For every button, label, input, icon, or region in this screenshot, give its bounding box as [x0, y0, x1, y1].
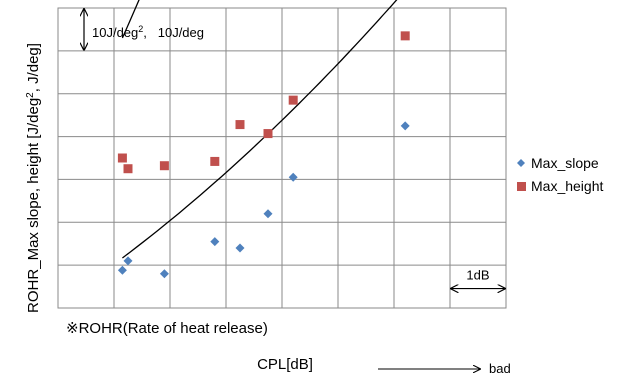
- max-slope-point: [210, 237, 220, 247]
- legend: Max_slope Max_height: [517, 155, 603, 194]
- legend-label-max-height: Max_height: [531, 178, 603, 194]
- max-slope-point: [123, 256, 133, 266]
- max-slope-point: [400, 121, 410, 131]
- max-slope-point: [159, 269, 169, 279]
- max-slope-point: [235, 243, 245, 253]
- legend-diamond-marker: [517, 159, 525, 167]
- legend-item-max-slope: Max_slope: [517, 155, 599, 171]
- y-axis-title-part2: , J/deg]: [25, 43, 42, 92]
- y-axis-title: ROHR_Max slope, height [J/deg2, J/deg]: [25, 43, 43, 313]
- max-slope-point: [288, 172, 298, 182]
- max-height-point: [210, 156, 220, 166]
- scale-label-unit1: 10J/deg: [92, 25, 138, 40]
- max-height-point: [159, 161, 169, 171]
- max-height-point: [263, 129, 273, 139]
- legend-item-max-height: Max_height: [517, 178, 603, 194]
- scale-label-sup: 2: [138, 24, 143, 34]
- data-points: [117, 31, 410, 279]
- x-axis-title: CPL[dB]: [257, 356, 313, 373]
- legend-label-max-slope: Max_slope: [531, 155, 599, 171]
- y-axis-title-part1: ROHR_Max slope, height [J/deg: [25, 98, 42, 313]
- scale-label: 10J/deg2, 10J/deg: [92, 24, 204, 40]
- gridlines: [58, 8, 506, 308]
- max-height-point: [400, 31, 410, 41]
- max-height-point: [123, 164, 133, 174]
- max-height-point: [235, 120, 245, 130]
- plot-border: [57, 7, 507, 309]
- max-height-point: [117, 153, 127, 163]
- max-slope-point: [263, 209, 273, 219]
- legend-square-marker: [517, 182, 526, 191]
- note-text: ※ROHR(Rate of heat release): [66, 320, 268, 337]
- direction-label: bad: [489, 361, 511, 376]
- y-axis-title-sup: 2: [25, 92, 36, 98]
- max-height-point: [288, 95, 298, 105]
- max-slope-point: [117, 265, 127, 275]
- scale-label-unit2: , 10J/deg: [143, 25, 204, 40]
- db-label: 1dB: [466, 268, 489, 283]
